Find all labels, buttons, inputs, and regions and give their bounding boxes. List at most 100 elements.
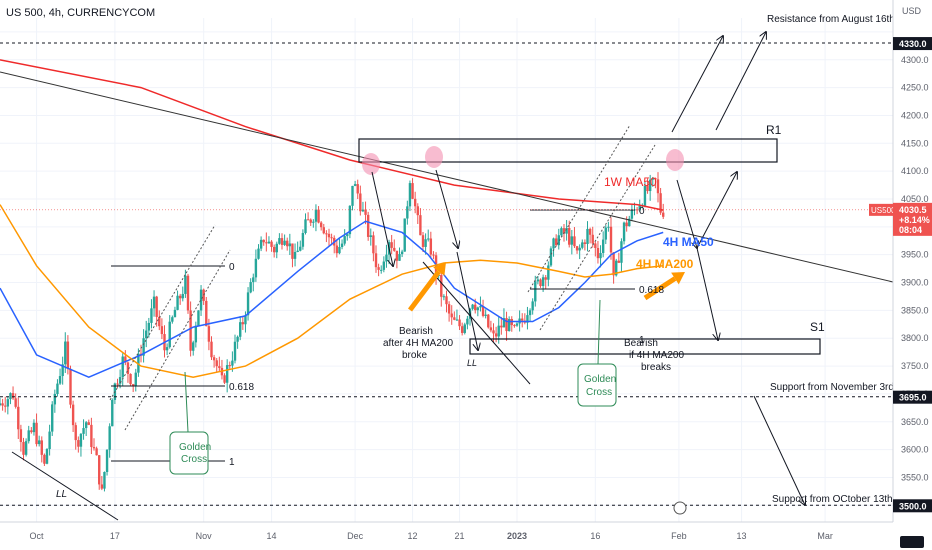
candle-body <box>129 373 132 385</box>
price-tick-label: 3900.0 <box>901 278 929 288</box>
candle-body <box>69 368 72 405</box>
candle-body <box>507 319 511 332</box>
candle-body <box>330 237 333 239</box>
symbol-tag <box>869 203 893 216</box>
candle-body <box>184 275 187 294</box>
candle-body <box>87 422 90 425</box>
candle-body <box>607 226 610 228</box>
candle-body <box>249 282 252 293</box>
candle-body <box>479 306 482 308</box>
candle-body <box>416 206 419 216</box>
candle-body <box>541 277 545 287</box>
candle-body <box>105 449 109 472</box>
candle-body <box>599 253 602 259</box>
channel-line-right-1 <box>527 124 631 293</box>
candle-body <box>37 440 41 445</box>
candle-body <box>646 185 649 192</box>
golden-cross-pointer-right <box>597 299 601 365</box>
candle-body <box>165 347 169 351</box>
candle-body <box>244 315 247 325</box>
fib-1-left-label: 1 <box>229 457 235 468</box>
candle-body <box>552 238 555 249</box>
candle-body <box>192 342 195 351</box>
candle-body <box>539 279 542 287</box>
candle-body <box>84 422 88 429</box>
chart-title: US 500, 4h, CURRENCYCOM <box>6 7 156 19</box>
candle-body <box>651 178 654 180</box>
orange-arrow-right-head <box>671 272 685 285</box>
candle-body <box>505 318 508 332</box>
candle-body <box>131 384 135 387</box>
fib-0618-left-label: 0.618 <box>229 382 254 393</box>
ma-4h-200-line <box>0 204 664 378</box>
candle-body <box>400 251 404 255</box>
candle-body <box>58 376 62 384</box>
candle-body <box>625 222 628 227</box>
candle-body <box>24 441 28 455</box>
candle-body <box>92 447 96 449</box>
ll-left-label: LL <box>56 489 67 500</box>
candle-body <box>218 366 221 368</box>
r1-zone <box>358 138 778 163</box>
candle-body <box>622 222 626 242</box>
time-tick-label: Feb <box>671 531 687 541</box>
candle-body <box>231 360 234 366</box>
time-tick-label: Nov <box>196 531 213 541</box>
candle-body <box>265 242 268 244</box>
candle-body <box>152 296 156 309</box>
candle-body <box>591 234 594 244</box>
candle-body <box>210 341 213 358</box>
ma-1w-50-line <box>0 59 664 211</box>
candle-body <box>346 234 349 237</box>
candle-body <box>327 233 331 238</box>
candle-body <box>77 440 80 447</box>
candle-body <box>604 227 607 240</box>
candle-body <box>421 235 425 247</box>
candle-body <box>617 260 621 263</box>
candle-body <box>547 265 550 280</box>
candle-body <box>338 246 341 254</box>
candle-body <box>474 304 477 311</box>
candle-body <box>299 246 302 251</box>
time-tick-label: 13 <box>737 531 747 541</box>
candle-body <box>121 356 124 378</box>
orange-arrow-left-shaft <box>407 270 441 312</box>
candle-body <box>458 319 461 327</box>
candle-body <box>628 218 631 227</box>
candle-body <box>455 319 459 321</box>
candle-body <box>278 238 281 244</box>
bearish-right-label-3: breaks <box>641 362 671 373</box>
candle-body <box>142 338 145 356</box>
top-highlight-circle <box>425 146 443 168</box>
candle-body <box>296 250 299 252</box>
golden-cross-left-label-1: Golden <box>179 442 211 453</box>
time-tick-label: 16 <box>590 531 600 541</box>
candle-body <box>207 326 211 342</box>
candle-body <box>656 179 660 194</box>
candle-body <box>30 430 33 433</box>
candle-body <box>429 238 433 255</box>
time-tick-label: 2023 <box>507 531 527 541</box>
candle-body <box>325 233 328 235</box>
candle-body <box>158 316 161 327</box>
candle-body <box>573 236 576 247</box>
candle-body <box>450 313 453 318</box>
candle-body <box>359 193 362 212</box>
price-tick-label: 4300.0 <box>901 55 929 65</box>
candle-body <box>233 341 237 361</box>
candle-body <box>630 209 634 219</box>
candle-body <box>578 247 581 251</box>
price-tick-label: 3650.0 <box>901 417 929 427</box>
symbol-tag-text: US500 <box>871 206 896 215</box>
price-tick-label: 4150.0 <box>901 138 929 148</box>
candle-body <box>66 341 70 369</box>
candle-body <box>288 243 292 247</box>
candle-body <box>254 258 258 278</box>
candle-body <box>502 318 506 328</box>
candle-body <box>447 304 451 314</box>
candle-body <box>118 377 122 384</box>
candle-body <box>43 454 46 464</box>
candle-body <box>544 277 547 280</box>
